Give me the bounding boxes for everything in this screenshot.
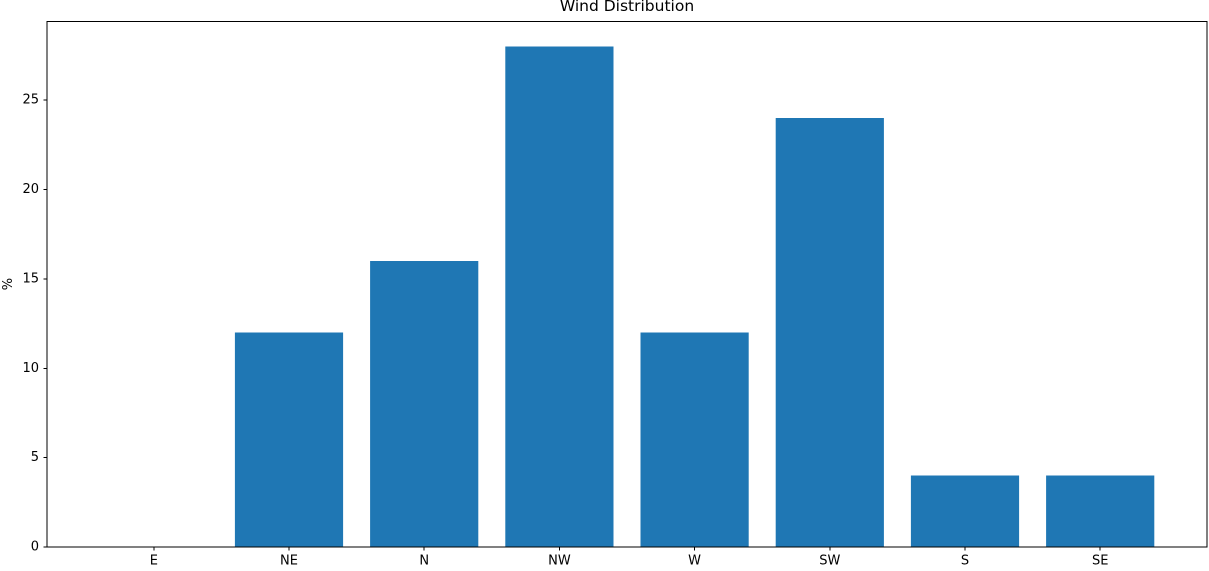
y-tick-label-10: 10 xyxy=(22,361,39,376)
x-tick-label-NE: NE xyxy=(280,554,298,569)
y-tick-label-15: 15 xyxy=(22,271,39,286)
x-tick-label-S: S xyxy=(961,554,969,569)
bar-SW xyxy=(775,118,884,547)
x-tick-label-E: E xyxy=(150,554,158,569)
chart-title: Wind Distribution xyxy=(559,0,695,15)
bar-SE xyxy=(1046,475,1155,547)
x-tick-label-W: W xyxy=(688,554,701,569)
x-tick-label-SW: SW xyxy=(819,554,840,569)
bar-NE xyxy=(234,332,344,547)
y-tick-label-20: 20 xyxy=(22,182,39,197)
x-tick-label-NW: NW xyxy=(548,554,571,569)
bar-N xyxy=(370,261,479,547)
y-tick-label-0: 0 xyxy=(31,540,39,555)
axes-spines xyxy=(46,21,1208,548)
y-tick-label-5: 5 xyxy=(31,450,39,465)
y-tick-label-25: 25 xyxy=(22,93,39,108)
bar-S xyxy=(910,475,1020,547)
bar-NW xyxy=(505,46,614,547)
x-tick-label-SE: SE xyxy=(1092,554,1108,569)
x-tick-label-N: N xyxy=(419,554,429,569)
bar-W xyxy=(640,332,749,547)
